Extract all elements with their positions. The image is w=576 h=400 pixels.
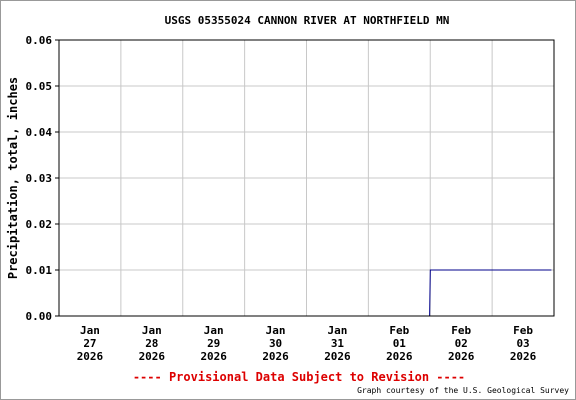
- x-tick-label: Feb: [513, 324, 533, 337]
- x-tick-label: 03: [516, 337, 529, 350]
- x-tick-label: Jan: [142, 324, 162, 337]
- y-axis-label: Precipitation, total, inches: [6, 77, 20, 279]
- chart-title: USGS 05355024 CANNON RIVER AT NORTHFIELD…: [165, 14, 450, 27]
- y-tick-label: 0.06: [26, 34, 53, 47]
- x-tick-label: 31: [331, 337, 345, 350]
- x-tick-label: 01: [393, 337, 407, 350]
- grid: [55, 39, 554, 317]
- y-tick-label: 0.03: [26, 172, 53, 185]
- x-tick-label: 2026: [510, 350, 537, 363]
- x-tick-label: Feb: [389, 324, 409, 337]
- x-tick-label: 29: [207, 337, 220, 350]
- x-tick-label: 2026: [262, 350, 289, 363]
- y-tick-label: 0.01: [26, 264, 53, 277]
- x-tick-label: Jan: [204, 324, 224, 337]
- x-tick-label: 2026: [324, 350, 351, 363]
- provisional-notice: ---- Provisional Data Subject to Revisio…: [133, 370, 465, 384]
- y-tick-label: 0.05: [26, 80, 53, 93]
- x-tick-label: 2026: [77, 350, 104, 363]
- x-tick-label: 2026: [200, 350, 227, 363]
- y-tick-label: 0.04: [26, 126, 53, 139]
- x-tick-label: Jan: [80, 324, 100, 337]
- usgs-credit: Graph courtesy of the U.S. Geological Su…: [357, 386, 569, 395]
- plot-border: [58, 39, 555, 317]
- x-tick-label: 27: [83, 337, 96, 350]
- x-tick-labels: Jan272026Jan282026Jan292026Jan302026Jan3…: [77, 324, 537, 363]
- series-layer: [59, 269, 552, 317]
- y-tick-label: 0.02: [26, 218, 53, 231]
- x-tick-label: Feb: [451, 324, 471, 337]
- x-tick-label: 2026: [386, 350, 413, 363]
- x-tick-label: 2026: [139, 350, 166, 363]
- x-tick-label: 02: [455, 337, 468, 350]
- x-tick-label: 30: [269, 337, 282, 350]
- y-tick-label: 0.00: [26, 310, 53, 323]
- x-tick-label: 2026: [448, 350, 475, 363]
- x-tick-label: Jan: [328, 324, 348, 337]
- x-tick-label: 28: [145, 337, 158, 350]
- series-line: [59, 269, 552, 317]
- y-tick-labels: 0.00 0.01 0.02 0.03 0.04 0.05 0.06: [26, 34, 53, 323]
- x-tick-label: Jan: [266, 324, 286, 337]
